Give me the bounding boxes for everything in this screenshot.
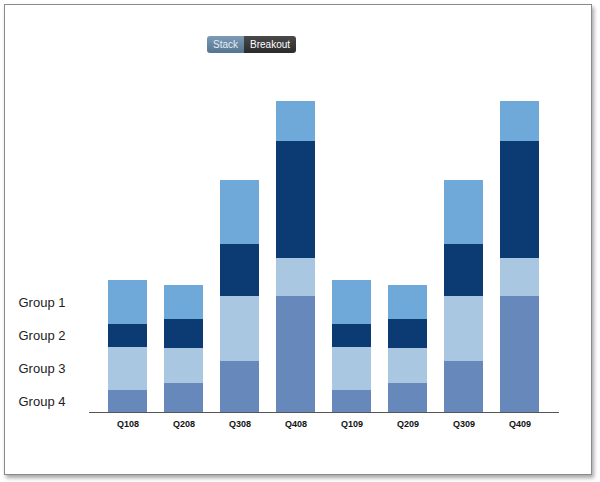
svg-text:Q109: Q109 xyxy=(341,419,363,429)
svg-text:Q209: Q209 xyxy=(397,419,419,429)
html-text:Stack: Stack xyxy=(213,39,238,50)
svg-text:Q208: Q208 xyxy=(173,419,195,429)
svg-text:Group 1: Group 1 xyxy=(19,295,66,310)
svg-text:Q309: Q309 xyxy=(453,419,475,429)
svg-text:Group 4: Group 4 xyxy=(19,394,66,409)
svg-text:Q108: Q108 xyxy=(117,419,139,429)
svg-text:Group 3: Group 3 xyxy=(19,361,66,376)
svg-text:Group 2: Group 2 xyxy=(19,328,66,343)
svg-text:Q308: Q308 xyxy=(229,419,251,429)
html-text:Breakout: Breakout xyxy=(250,39,290,50)
svg-text:Q408: Q408 xyxy=(285,419,307,429)
svg-text:Q409: Q409 xyxy=(509,419,531,429)
